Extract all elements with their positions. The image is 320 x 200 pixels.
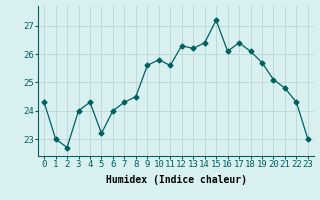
X-axis label: Humidex (Indice chaleur): Humidex (Indice chaleur) xyxy=(106,175,246,185)
